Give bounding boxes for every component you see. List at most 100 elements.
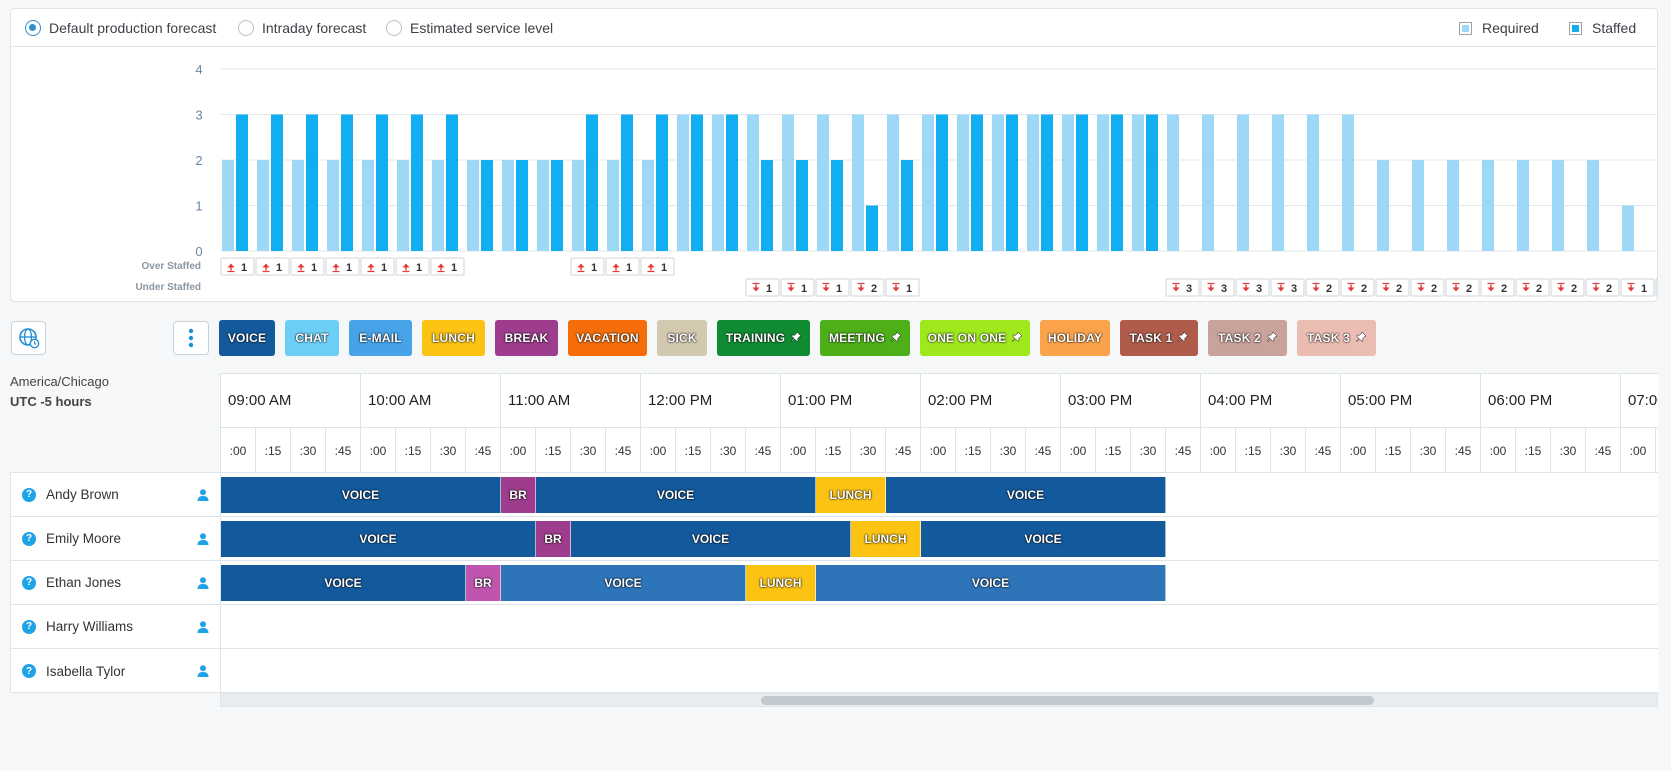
shift-block-br[interactable]: BR bbox=[501, 477, 536, 513]
user-icon[interactable] bbox=[196, 532, 210, 546]
activity-voice[interactable]: VOICE bbox=[219, 320, 275, 356]
required-bar[interactable] bbox=[1517, 160, 1529, 251]
staffed-bar[interactable] bbox=[936, 114, 948, 252]
activity-one-on-one[interactable]: ONE ON ONE bbox=[920, 320, 1030, 356]
staffed-bar[interactable] bbox=[481, 160, 493, 251]
legend-required[interactable]: Required bbox=[1459, 19, 1539, 37]
shift-block-voice[interactable]: VOICE bbox=[571, 521, 851, 557]
agent-row[interactable]: ? Harry Williams bbox=[11, 605, 220, 649]
staffed-bar[interactable] bbox=[411, 114, 423, 252]
required-bar[interactable] bbox=[257, 160, 269, 251]
agent-row[interactable]: ? Ethan Jones bbox=[11, 561, 220, 605]
required-bar[interactable] bbox=[1027, 114, 1039, 252]
staffed-bar[interactable] bbox=[971, 114, 983, 252]
staffed-bar[interactable] bbox=[761, 160, 773, 251]
staffed-bar[interactable] bbox=[656, 114, 668, 252]
required-bar[interactable] bbox=[677, 114, 689, 252]
required-bar[interactable] bbox=[922, 114, 934, 252]
shift-block-voice[interactable]: VOICE bbox=[886, 477, 1166, 513]
required-bar[interactable] bbox=[1412, 160, 1424, 251]
required-bar[interactable] bbox=[1657, 206, 1658, 252]
more-options-button[interactable] bbox=[173, 321, 209, 355]
shift-block-voice[interactable]: VOICE bbox=[816, 565, 1166, 601]
legend-staffed[interactable]: Staffed bbox=[1569, 19, 1636, 37]
required-bar[interactable] bbox=[327, 160, 339, 251]
activity-holiday[interactable]: HOLIDAY bbox=[1040, 320, 1110, 356]
user-icon[interactable] bbox=[196, 576, 210, 590]
required-bar[interactable] bbox=[1272, 114, 1284, 252]
staffed-bar[interactable] bbox=[376, 114, 388, 252]
staffed-bar[interactable] bbox=[621, 114, 633, 252]
required-bar[interactable] bbox=[1587, 160, 1599, 251]
help-icon[interactable]: ? bbox=[22, 575, 36, 590]
staffed-bar[interactable] bbox=[1111, 114, 1123, 252]
timezone-button[interactable] bbox=[11, 321, 46, 355]
shift-block-voice[interactable]: VOICE bbox=[221, 565, 466, 601]
staffed-bar[interactable] bbox=[516, 160, 528, 251]
required-bar[interactable] bbox=[747, 114, 759, 252]
shift-block-lunch[interactable]: LUNCH bbox=[851, 521, 921, 557]
required-bar[interactable] bbox=[852, 114, 864, 252]
required-bar[interactable] bbox=[782, 114, 794, 252]
required-bar[interactable] bbox=[362, 160, 374, 251]
required-bar[interactable] bbox=[1237, 114, 1249, 252]
required-bar[interactable] bbox=[712, 114, 724, 252]
agent-row[interactable]: ? Isabella Tylor bbox=[11, 649, 220, 693]
activity-break[interactable]: BREAK bbox=[495, 320, 558, 356]
required-bar[interactable] bbox=[572, 160, 584, 251]
required-bar[interactable] bbox=[1342, 114, 1354, 252]
required-bar[interactable] bbox=[957, 114, 969, 252]
activity-e-mail[interactable]: E-MAIL bbox=[349, 320, 412, 356]
staffed-bar[interactable] bbox=[271, 114, 283, 252]
staffed-bar[interactable] bbox=[901, 160, 913, 251]
required-bar[interactable] bbox=[222, 160, 234, 251]
shift-block-lunch[interactable]: LUNCH bbox=[816, 477, 886, 513]
help-icon[interactable]: ? bbox=[22, 619, 36, 634]
agent-row[interactable]: ? Emily Moore bbox=[11, 517, 220, 561]
staffed-bar[interactable] bbox=[341, 114, 353, 252]
staffed-bar[interactable] bbox=[691, 114, 703, 252]
shift-block-lunch[interactable]: LUNCH bbox=[746, 565, 816, 601]
required-bar[interactable] bbox=[1097, 114, 1109, 252]
staffed-bar[interactable] bbox=[586, 114, 598, 252]
shift-block-voice[interactable]: VOICE bbox=[536, 477, 816, 513]
activity-task-3[interactable]: TASK 3 bbox=[1297, 320, 1376, 356]
required-bar[interactable] bbox=[1202, 114, 1214, 252]
staffed-bar[interactable] bbox=[831, 160, 843, 251]
required-bar[interactable] bbox=[397, 160, 409, 251]
activity-task-2[interactable]: TASK 2 bbox=[1208, 320, 1287, 356]
staffed-bar[interactable] bbox=[306, 114, 318, 252]
help-icon[interactable]: ? bbox=[22, 531, 36, 546]
required-bar[interactable] bbox=[887, 114, 899, 252]
shift-block-br[interactable]: BR bbox=[466, 565, 501, 601]
required-bar[interactable] bbox=[1307, 114, 1319, 252]
shift-block-voice[interactable]: VOICE bbox=[921, 521, 1166, 557]
required-bar[interactable] bbox=[642, 160, 654, 251]
user-icon[interactable] bbox=[196, 664, 210, 678]
shift-block-br[interactable]: BR bbox=[536, 521, 571, 557]
required-bar[interactable] bbox=[1482, 160, 1494, 251]
required-bar[interactable] bbox=[1447, 160, 1459, 251]
required-bar[interactable] bbox=[1132, 114, 1144, 252]
staffed-bar[interactable] bbox=[236, 114, 248, 252]
required-bar[interactable] bbox=[467, 160, 479, 251]
scrollbar-thumb[interactable] bbox=[761, 696, 1374, 705]
required-bar[interactable] bbox=[432, 160, 444, 251]
activity-chat[interactable]: CHAT bbox=[285, 320, 339, 356]
help-icon[interactable]: ? bbox=[22, 487, 36, 502]
user-icon[interactable] bbox=[196, 488, 210, 502]
staffed-bar[interactable] bbox=[866, 205, 878, 252]
required-bar[interactable] bbox=[502, 160, 514, 251]
staffed-bar[interactable] bbox=[726, 114, 738, 252]
staffed-bar[interactable] bbox=[1146, 114, 1158, 252]
required-bar[interactable] bbox=[292, 160, 304, 251]
required-bar[interactable] bbox=[537, 160, 549, 251]
shift-block-voice[interactable]: VOICE bbox=[501, 565, 746, 601]
activity-training[interactable]: TRAINING bbox=[717, 320, 810, 356]
required-bar[interactable] bbox=[1167, 114, 1179, 252]
staffed-bar[interactable] bbox=[446, 114, 458, 252]
required-bar[interactable] bbox=[1062, 114, 1074, 252]
shift-block-voice[interactable]: VOICE bbox=[221, 477, 501, 513]
staffed-bar[interactable] bbox=[1076, 114, 1088, 252]
required-bar[interactable] bbox=[1377, 160, 1389, 251]
